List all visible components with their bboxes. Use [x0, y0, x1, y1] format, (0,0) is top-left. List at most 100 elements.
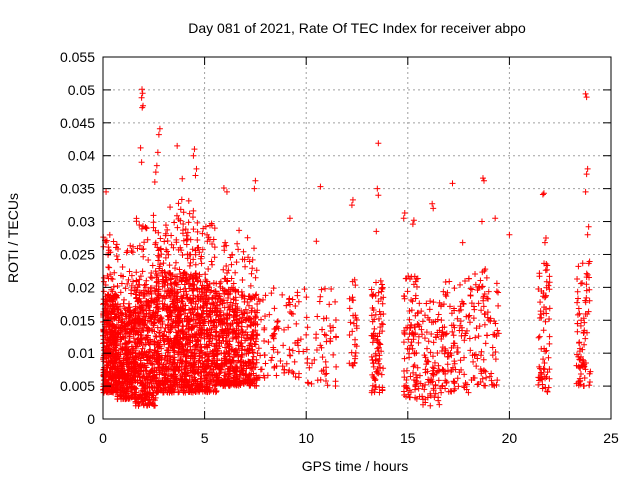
data-point — [543, 260, 550, 267]
data-point — [238, 319, 245, 326]
data-point — [248, 370, 255, 377]
data-point — [457, 281, 464, 288]
data-point — [269, 354, 276, 361]
data-point — [123, 372, 130, 379]
data-point — [108, 388, 115, 395]
data-point — [317, 183, 324, 190]
data-point — [173, 212, 180, 219]
data-point — [140, 402, 147, 409]
data-point — [583, 294, 590, 301]
data-point — [346, 360, 353, 367]
data-point — [283, 302, 290, 309]
data-point — [245, 302, 252, 309]
data-point — [451, 340, 458, 347]
data-point — [193, 285, 200, 292]
data-point — [322, 285, 329, 292]
data-point — [414, 379, 421, 386]
data-point — [209, 241, 216, 248]
data-point — [204, 300, 211, 307]
data-point — [546, 286, 553, 293]
data-point — [204, 364, 211, 371]
data-point — [148, 376, 155, 383]
data-point — [100, 328, 107, 335]
data-point — [216, 337, 223, 344]
data-point — [145, 396, 152, 403]
data-point — [210, 366, 217, 373]
data-point — [130, 335, 137, 342]
data-point — [542, 235, 549, 241]
data-point — [401, 209, 408, 216]
data-point — [182, 310, 189, 317]
data-point — [127, 312, 134, 319]
data-point — [181, 369, 188, 376]
data-point — [242, 306, 249, 313]
data-point — [168, 232, 175, 239]
data-point — [156, 377, 163, 384]
data-point — [545, 384, 552, 391]
data-point — [418, 308, 425, 315]
data-point — [435, 394, 442, 401]
data-point — [444, 361, 451, 368]
axis-ticks: 0 0.005 0.01 0.015 0.02 0.025 0.03 0.035 0.04 0.0… — [60, 49, 619, 446]
data-point — [173, 239, 180, 246]
data-point — [133, 277, 140, 284]
data-point — [196, 350, 203, 357]
data-point — [351, 360, 358, 367]
data-point — [228, 261, 235, 268]
data-point — [332, 316, 339, 323]
data-point — [172, 259, 179, 266]
data-point — [580, 357, 587, 364]
data-point — [407, 394, 414, 401]
data-point — [153, 374, 160, 381]
data-point — [234, 307, 241, 314]
data-point — [157, 261, 164, 268]
data-point — [149, 392, 156, 399]
data-point — [252, 274, 259, 281]
data-point — [377, 311, 384, 318]
x-tick-label: 0 — [99, 430, 107, 446]
data-point — [586, 378, 593, 385]
data-point — [181, 387, 188, 394]
data-point — [244, 234, 251, 241]
data-point — [224, 270, 231, 277]
data-point — [405, 336, 412, 343]
data-point — [429, 353, 436, 360]
data-point — [449, 180, 456, 187]
data-point — [401, 391, 408, 398]
data-point — [156, 125, 163, 132]
data-point — [142, 284, 149, 291]
data-point — [142, 224, 149, 231]
data-point — [244, 323, 251, 330]
data-point — [471, 375, 478, 382]
data-point — [453, 349, 460, 356]
data-point — [313, 347, 320, 354]
data-point — [181, 334, 188, 341]
data-point — [196, 288, 203, 295]
data-point — [472, 334, 479, 341]
data-point — [492, 215, 499, 222]
data-point — [427, 379, 434, 386]
data-point — [214, 379, 221, 386]
data-point — [223, 188, 230, 195]
data-point — [211, 225, 218, 232]
data-point — [542, 318, 549, 325]
data-point — [444, 289, 451, 296]
data-point — [427, 392, 434, 399]
data-point — [173, 290, 180, 297]
data-point — [162, 384, 169, 391]
data-point — [238, 354, 245, 361]
data-point — [108, 286, 115, 293]
data-point — [170, 301, 177, 308]
data-point — [486, 373, 493, 380]
data-point — [304, 360, 311, 367]
data-point — [157, 292, 164, 299]
y-tick-label: 0.01 — [68, 345, 95, 361]
data-point — [425, 376, 432, 383]
data-point — [428, 319, 435, 326]
data-point — [303, 331, 310, 338]
data-point — [448, 322, 455, 329]
data-point — [153, 380, 160, 387]
data-point — [157, 368, 164, 375]
x-axis-label: GPS time / hours — [302, 458, 409, 474]
data-point — [103, 358, 110, 365]
